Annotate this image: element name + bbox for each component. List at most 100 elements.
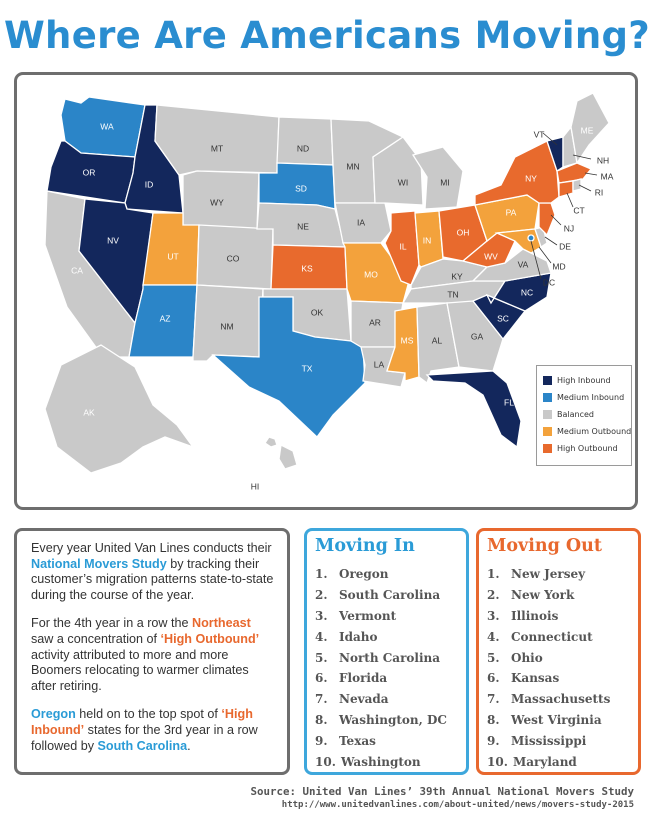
svg-text:SC: SC xyxy=(497,313,509,323)
list-item: 6. Florida xyxy=(315,671,388,686)
moving-out-title: Moving Out xyxy=(487,536,602,556)
svg-text:OR: OR xyxy=(83,167,96,177)
svg-text:TN: TN xyxy=(447,289,458,299)
state-fl[interactable] xyxy=(425,370,522,449)
state-tx[interactable] xyxy=(211,296,366,438)
svg-text:AZ: AZ xyxy=(160,313,171,323)
state-nd[interactable] xyxy=(276,116,334,166)
legend-swatch xyxy=(543,444,552,453)
legend-item-medium-outbound: Medium Outbound xyxy=(543,423,631,440)
state-ga[interactable] xyxy=(446,300,504,372)
legend-swatch xyxy=(543,376,552,385)
svg-text:TX: TX xyxy=(302,363,313,373)
list-item: 2. South Carolina xyxy=(315,588,441,603)
svg-text:CT: CT xyxy=(573,205,584,215)
svg-text:NY: NY xyxy=(525,173,537,183)
state-dc[interactable] xyxy=(527,234,535,242)
moving-in-list: Moving In 1. Oregon 2. South Carolina 3. Ve… xyxy=(304,528,469,775)
svg-text:VT: VT xyxy=(534,129,545,139)
svg-text:KY: KY xyxy=(451,271,463,281)
region-highlight: Northeast xyxy=(192,616,251,631)
state-hi-island[interactable] xyxy=(278,444,298,470)
svg-text:OK: OK xyxy=(311,307,324,317)
legend-label: High Inbound xyxy=(557,376,611,385)
list-item: 5. Ohio xyxy=(487,650,543,665)
svg-text:WY: WY xyxy=(210,197,224,207)
list-item: 8. Washington, DC xyxy=(315,712,447,727)
svg-text:MS: MS xyxy=(401,335,414,345)
svg-text:PA: PA xyxy=(506,207,517,217)
list-item: 3. Vermont xyxy=(315,608,397,623)
svg-text:LA: LA xyxy=(374,359,385,369)
svg-text:GA: GA xyxy=(471,331,484,341)
svg-text:NJ: NJ xyxy=(564,223,574,233)
svg-text:AL: AL xyxy=(432,335,443,345)
svg-text:ME: ME xyxy=(581,125,594,135)
svg-text:WV: WV xyxy=(484,251,498,261)
list-item: 4. Connecticut xyxy=(487,629,593,644)
svg-text:AR: AR xyxy=(369,317,381,327)
svg-text:DE: DE xyxy=(559,241,571,251)
list-item: 2. New York xyxy=(487,588,575,603)
state-ct[interactable] xyxy=(558,180,574,198)
legend-label: Medium Outbound xyxy=(557,427,632,436)
source-url[interactable]: http://www.unitedvanlines.com/about-unit… xyxy=(281,800,634,810)
page-title: Where Are Americans Moving? xyxy=(3,14,651,57)
svg-text:MD: MD xyxy=(552,261,565,271)
us-map: WA OR CA ID NV MT WY UT AZ CO NM ND SD N… xyxy=(44,92,614,491)
state-hi[interactable] xyxy=(264,436,278,448)
svg-text:MN: MN xyxy=(346,161,359,171)
svg-text:SD: SD xyxy=(295,183,307,193)
legend-item-balanced: Balanced xyxy=(543,406,625,423)
svg-text:VA: VA xyxy=(518,259,529,269)
outbound-highlight: ‘High Outbound’ xyxy=(160,631,260,646)
svg-text:CO: CO xyxy=(227,253,240,263)
second-state-highlight: South Carolina xyxy=(97,738,188,753)
svg-text:HI: HI xyxy=(251,481,260,491)
svg-text:FL: FL xyxy=(504,397,514,407)
moving-out-list: Moving Out 1. New Jersey 2. New York 3. Ill… xyxy=(476,528,641,775)
legend-item-high-outbound: High Outbound xyxy=(543,440,625,457)
svg-text:WA: WA xyxy=(100,121,114,131)
svg-text:MA: MA xyxy=(601,171,614,181)
svg-text:NV: NV xyxy=(107,235,119,245)
legend-label: Medium Inbound xyxy=(557,393,625,402)
source-citation: Source: United Van Lines’ 39th Annual Na… xyxy=(250,785,634,798)
legend-item-medium-inbound: Medium Inbound xyxy=(543,389,625,406)
map-legend: High Inbound Medium Inbound Balanced Med… xyxy=(536,365,632,466)
list-item: 9. Mississippi xyxy=(487,733,587,748)
list-item: 8. West Virginia xyxy=(487,712,602,727)
state-ma[interactable] xyxy=(556,162,593,184)
state-wi[interactable] xyxy=(372,136,424,206)
svg-text:CA: CA xyxy=(71,265,83,275)
list-item: 7. Nevada xyxy=(315,692,389,707)
list-item: 10. Washington xyxy=(315,754,421,769)
state-mt[interactable] xyxy=(154,104,280,176)
state-mi[interactable] xyxy=(411,146,464,210)
study-info-box: Every year United Van Lines conducts the… xyxy=(14,528,290,775)
svg-text:NC: NC xyxy=(521,287,533,297)
state-ri[interactable] xyxy=(572,178,582,192)
svg-text:IA: IA xyxy=(357,217,365,227)
top-state-highlight: Oregon xyxy=(31,707,76,722)
state-ak[interactable] xyxy=(44,344,195,474)
legend-item-high-inbound: High Inbound xyxy=(543,372,625,389)
svg-text:MI: MI xyxy=(440,177,449,187)
list-item: 3. Illinois xyxy=(487,608,559,623)
svg-text:UT: UT xyxy=(167,251,178,261)
map-frame: WA OR CA ID NV MT WY UT AZ CO NM ND SD N… xyxy=(14,72,638,510)
svg-text:ND: ND xyxy=(297,143,309,153)
legend-swatch xyxy=(543,393,552,402)
info-paragraph-1: Every year United Van Lines conducts the… xyxy=(31,541,274,602)
moving-in-title: Moving In xyxy=(315,536,415,556)
list-item: 9. Texas xyxy=(315,733,376,748)
svg-text:MO: MO xyxy=(364,269,378,279)
state-ny[interactable] xyxy=(474,140,560,206)
study-name: National Movers Study xyxy=(31,556,167,571)
svg-text:OH: OH xyxy=(457,227,470,237)
svg-text:WI: WI xyxy=(398,177,408,187)
info-paragraph-2: For the 4th year in a row the Northeast … xyxy=(31,616,260,693)
state-nj[interactable] xyxy=(538,202,556,237)
legend-label: Balanced xyxy=(557,410,594,419)
legend-label: High Outbound xyxy=(557,444,618,453)
